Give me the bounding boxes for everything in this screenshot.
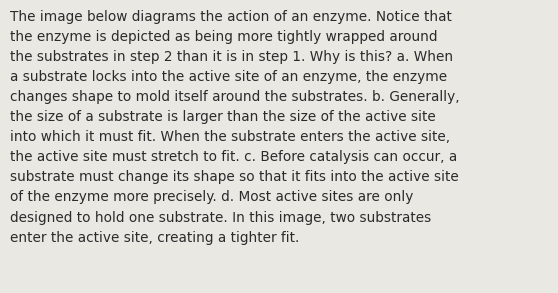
Text: The image below diagrams the action of an enzyme. Notice that
the enzyme is depi: The image below diagrams the action of a… — [10, 10, 460, 245]
